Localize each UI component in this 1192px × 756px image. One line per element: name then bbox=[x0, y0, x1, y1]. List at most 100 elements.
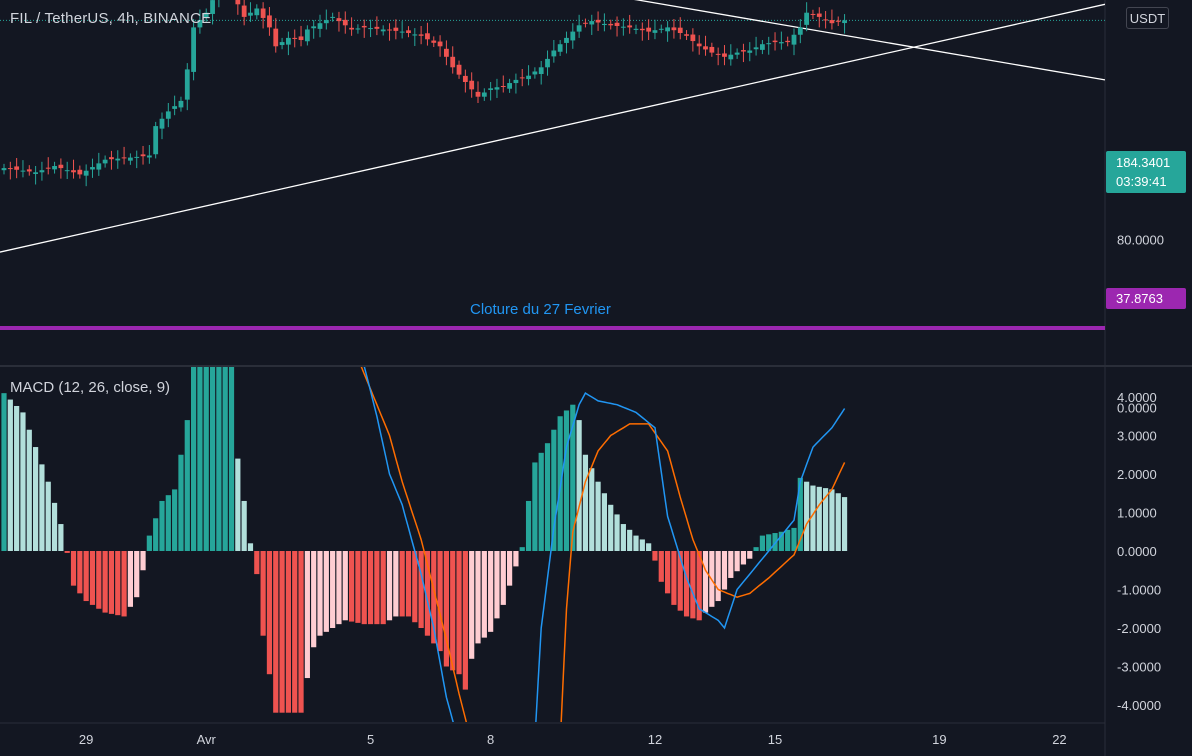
macd-histogram-bar bbox=[841, 497, 848, 551]
candle-body bbox=[412, 34, 418, 36]
macd-histogram-bar bbox=[450, 551, 456, 671]
candle-body bbox=[829, 20, 835, 24]
candle-body bbox=[538, 67, 544, 75]
last-price-value: 184.3401 bbox=[1116, 155, 1171, 170]
candle-body bbox=[810, 13, 816, 15]
candle-body bbox=[96, 163, 102, 170]
macd-histogram-bar bbox=[361, 551, 367, 625]
candle-body bbox=[791, 34, 797, 45]
macd-histogram-bar bbox=[178, 454, 184, 551]
candle-body bbox=[203, 12, 209, 18]
macd-histogram-bar bbox=[772, 533, 778, 551]
macd-histogram-bar bbox=[620, 524, 626, 551]
candle-body bbox=[500, 85, 506, 87]
macd-histogram-bar bbox=[26, 429, 32, 551]
macd-histogram-bar bbox=[494, 551, 500, 619]
macd-histogram-bar bbox=[380, 551, 386, 625]
macd-histogram-bar bbox=[646, 543, 652, 551]
macd-indicator-label[interactable]: MACD (12, 26, close, 9) bbox=[10, 379, 171, 396]
signal-line bbox=[360, 367, 846, 722]
price-axis-tick: 0.0000 bbox=[1117, 401, 1157, 416]
candle-body bbox=[197, 20, 203, 28]
macd-histogram-bar bbox=[652, 551, 658, 561]
candle-body bbox=[620, 26, 626, 28]
candle-body bbox=[159, 118, 165, 129]
candle-body bbox=[835, 20, 841, 22]
macd-histogram-bar bbox=[734, 551, 740, 572]
descending-trendline bbox=[634, 0, 1105, 81]
macd-histogram-bar bbox=[759, 535, 765, 551]
candle-body bbox=[374, 26, 380, 29]
time-axis-tick: 12 bbox=[648, 732, 662, 747]
macd-histogram-bar bbox=[153, 518, 159, 551]
candle-body bbox=[267, 15, 272, 28]
candle-body bbox=[456, 64, 462, 75]
candle-body bbox=[33, 172, 38, 174]
macd-histogram-bar bbox=[51, 502, 58, 551]
macd-histogram-bar bbox=[608, 504, 614, 551]
macd-histogram-bar bbox=[254, 551, 260, 575]
macd-histogram-bar bbox=[134, 551, 140, 598]
time-axis-tick: 15 bbox=[768, 732, 782, 747]
candle-body bbox=[734, 52, 740, 55]
macd-histogram-bar bbox=[108, 551, 115, 614]
candle-body bbox=[109, 157, 114, 160]
candle-body bbox=[646, 27, 652, 32]
macd-histogram-bar bbox=[191, 367, 197, 551]
macd-histogram-bar bbox=[589, 468, 595, 551]
macd-histogram-bar bbox=[443, 551, 449, 667]
macd-histogram-bar bbox=[791, 527, 797, 551]
candle-body bbox=[589, 21, 595, 25]
macd-histogram-bar bbox=[197, 367, 203, 551]
macd-axis-tick: 2.0000 bbox=[1117, 467, 1157, 482]
candle-body bbox=[361, 25, 367, 28]
candle-body bbox=[519, 77, 525, 79]
candle-body bbox=[753, 47, 759, 50]
candle-body bbox=[393, 27, 399, 31]
macd-histogram-bar bbox=[412, 551, 418, 623]
candle-body bbox=[349, 27, 354, 30]
candle-body bbox=[77, 169, 83, 175]
candle-body bbox=[39, 170, 45, 173]
candle-body bbox=[210, 0, 215, 14]
macd-histogram-bar bbox=[715, 551, 721, 602]
macd-histogram-bar bbox=[525, 500, 532, 551]
candle-body bbox=[766, 43, 772, 45]
macd-histogram-bar bbox=[235, 458, 241, 551]
macd-line bbox=[363, 367, 846, 722]
candle-body bbox=[677, 27, 683, 33]
macd-histogram-bar bbox=[77, 551, 83, 594]
candle-body bbox=[304, 29, 310, 42]
macd-histogram-bar bbox=[633, 535, 639, 551]
currency-button[interactable]: USDT bbox=[1126, 7, 1169, 29]
candle-body bbox=[1, 168, 7, 171]
candle-body bbox=[785, 40, 791, 43]
candle-body bbox=[570, 31, 576, 41]
macd-histogram-bar bbox=[766, 534, 772, 551]
macd-histogram-bar bbox=[14, 405, 20, 551]
macd-histogram-bar bbox=[456, 551, 462, 675]
bar-countdown: 03:39:41 bbox=[1116, 174, 1167, 189]
macd-histogram-bar bbox=[127, 551, 133, 607]
macd-histogram-bar bbox=[513, 551, 519, 567]
macd-axis-tick: 3.0000 bbox=[1117, 429, 1157, 444]
macd-histogram-bar bbox=[228, 367, 235, 551]
macd-histogram-bar bbox=[39, 464, 45, 551]
candle-body bbox=[90, 167, 95, 170]
candle-body bbox=[323, 20, 329, 24]
macd-histogram-bar bbox=[405, 551, 412, 617]
candle-body bbox=[494, 87, 500, 90]
macd-histogram-bar bbox=[702, 551, 709, 613]
candle-body bbox=[557, 44, 563, 52]
macd-histogram-bar bbox=[481, 551, 487, 638]
candle-body bbox=[342, 19, 348, 26]
candle-body bbox=[14, 166, 20, 170]
candle-body bbox=[298, 36, 304, 40]
candle-body bbox=[842, 20, 847, 24]
candle-body bbox=[437, 41, 443, 47]
macd-histogram-bar bbox=[172, 489, 178, 551]
macd-axis-tick: -1.0000 bbox=[1117, 583, 1161, 598]
